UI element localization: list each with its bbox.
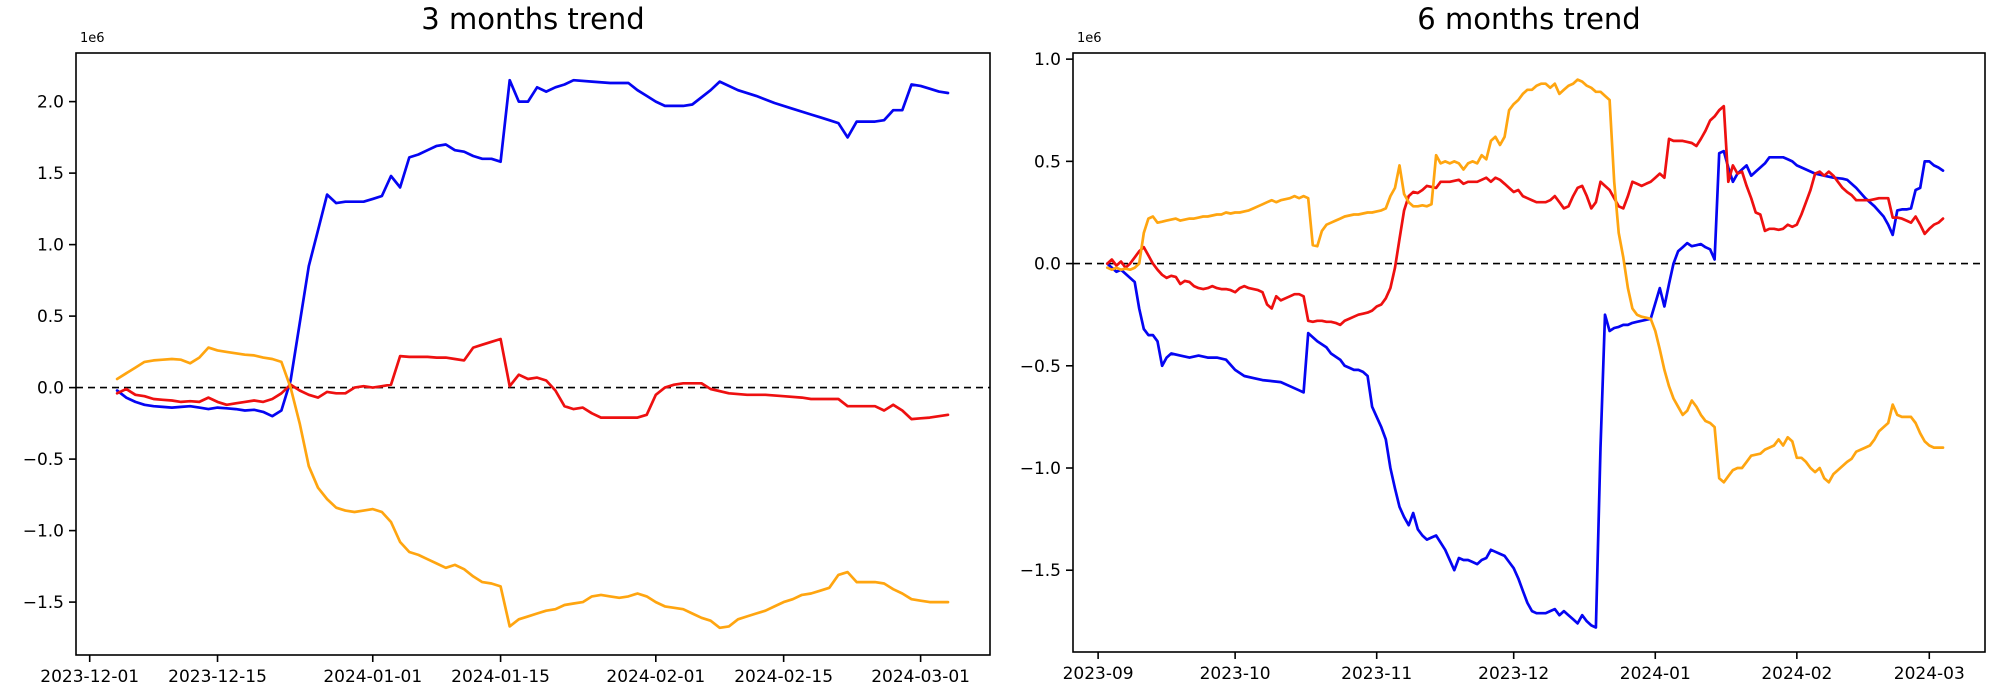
x-axis-tick-label: 2023-09 [1063,664,1134,684]
y-axis-tick-label: 0.5 [1034,152,1061,172]
y-axis-tick-label: 1.0 [37,236,64,256]
y-axis-offset-label: 1e6 [80,31,105,46]
y-axis-tick-label: 0.0 [1034,255,1061,275]
x-axis-tick-label: 2023-11 [1341,664,1412,684]
plot-area-3-months: 2.0 1.5 1.0 0.5 0.0 −0.5 −1.0 −1.5 2023-12-01 202… [23,52,991,687]
series-red [115,337,950,421]
series-orange [1105,78,1945,484]
x-axis-tick-label: 2023-10 [1200,664,1271,684]
x-axis-tick-label: 2023-12 [1478,664,1549,684]
figure-3-months-trend: 2.0 1.5 1.0 0.5 0.0 −0.5 −1.0 −1.5 2023-12-01 202… [22,2,991,687]
x-axis-tick-label: 2024-02-15 [734,667,833,687]
x-axis-tick-label: 2023-12-01 [40,667,139,687]
y-axis-tick-label: −1.5 [1020,561,1061,581]
y-axis-tick-label: −0.5 [23,450,64,470]
series-blue [1105,149,1945,629]
y-axis-tick-label: 0.0 [37,379,64,399]
x-axis-tick-label: 2024-03-01 [871,667,970,687]
figure-6-months-trend: 1.0 0.5 0.0 −0.5 −1.0 −1.5 2023-09 2023-10 2023-… [1000,0,2000,700]
y-axis-offset-label: 1e6 [1077,31,1102,46]
series-red [1105,104,1945,327]
series-blue [115,78,950,418]
plot-spines [75,52,991,656]
x-axis-tick-label: 2024-01 [1620,664,1691,684]
chart-title-6-months: 6 months trend [1417,2,1641,36]
y-axis-tick-label: 1.0 [1034,50,1061,70]
x-axis-tick-label: 2024-01-01 [323,667,422,687]
y-axis-tick-label: −1.5 [23,593,64,613]
x-axis-tick-label: 2024-02 [1761,664,1832,684]
y-axis-tick-label: −1.0 [1020,459,1061,479]
y-axis-tick-label: −1.0 [23,522,64,542]
plot-area-6-months: 1.0 0.5 0.0 −0.5 −1.0 −1.5 2023-09 2023-10 2023-… [1020,50,1986,684]
series-orange [115,346,950,630]
y-axis-tick-label: 0.5 [37,307,64,327]
chart-title-3-months: 3 months trend [421,2,645,36]
y-axis-tick-label: −0.5 [1020,357,1061,377]
plot-spines [1072,52,1986,653]
x-axis-tick-label: 2024-02-01 [606,667,705,687]
y-axis-tick-label: 1.5 [37,164,64,184]
x-axis-tick-label: 2024-03 [1894,664,1965,684]
x-axis-tick-label: 2024-01-15 [451,667,550,687]
x-axis-tick-label: 2023-12-15 [168,667,267,687]
y-axis-tick-label: 2.0 [37,93,64,113]
